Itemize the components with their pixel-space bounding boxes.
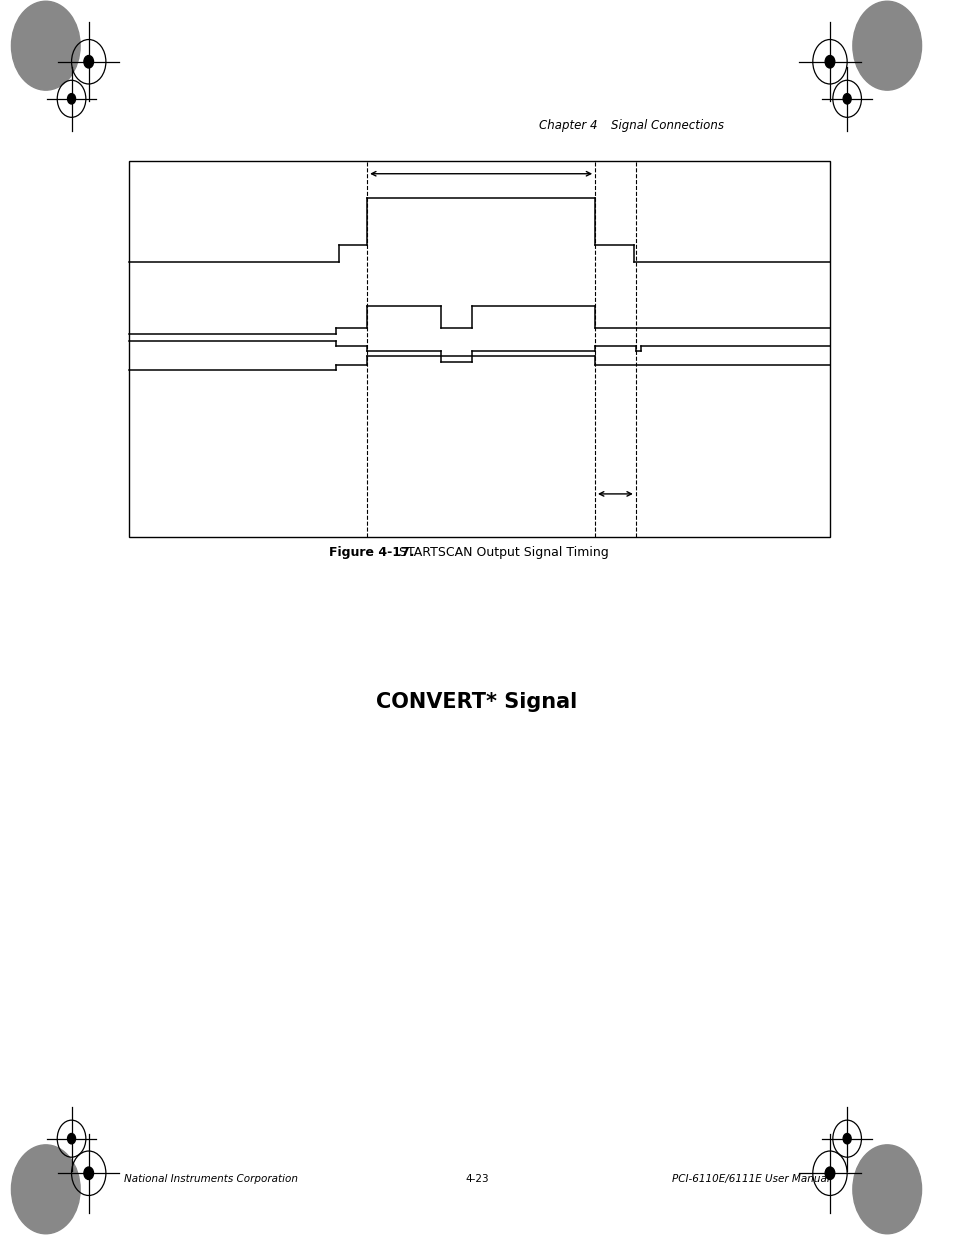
Circle shape <box>11 1 80 90</box>
Text: Figure 4-17.: Figure 4-17. <box>329 546 415 559</box>
Circle shape <box>842 94 850 104</box>
Circle shape <box>824 56 834 68</box>
Circle shape <box>84 1167 93 1179</box>
Circle shape <box>824 1167 834 1179</box>
Circle shape <box>68 94 75 104</box>
Circle shape <box>68 1134 75 1144</box>
Text: 4-23: 4-23 <box>465 1174 488 1184</box>
Text: Signal Connections: Signal Connections <box>610 119 722 132</box>
Bar <box>129 161 829 537</box>
Text: STARTSCAN Output Signal Timing: STARTSCAN Output Signal Timing <box>398 546 608 559</box>
Circle shape <box>842 1134 850 1144</box>
Circle shape <box>852 1 921 90</box>
Circle shape <box>11 1145 80 1234</box>
Circle shape <box>852 1145 921 1234</box>
Text: PCI-6110E/6111E User Manual: PCI-6110E/6111E User Manual <box>672 1174 829 1184</box>
Circle shape <box>84 56 93 68</box>
Text: CONVERT* Signal: CONVERT* Signal <box>376 692 577 711</box>
Text: National Instruments Corporation: National Instruments Corporation <box>124 1174 297 1184</box>
Text: Chapter 4: Chapter 4 <box>538 119 597 132</box>
